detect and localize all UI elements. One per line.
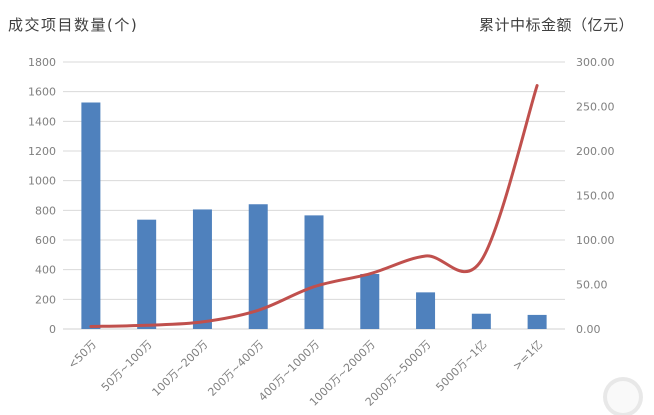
x-axis-label: >=1亿 [510, 338, 545, 373]
right-tick-label: 200.00 [576, 145, 615, 158]
left-tick-label: 0 [49, 323, 56, 336]
left-tick-label: 1800 [28, 56, 56, 69]
bar [471, 313, 491, 329]
watermark [603, 377, 643, 415]
left-tick-label: 1200 [28, 145, 56, 158]
bar [304, 215, 324, 329]
bar [527, 314, 547, 329]
bar [360, 273, 380, 329]
bar [137, 219, 157, 329]
left-tick-label: 400 [35, 264, 56, 277]
x-axis-label: 50万~100万 [99, 338, 155, 394]
left-tick-label: 1600 [28, 86, 56, 99]
left-tick-label: 1400 [28, 115, 56, 128]
left-axis-title: 成交项目数量(个) [8, 16, 139, 34]
bar [248, 204, 268, 329]
x-axis-label: 200万~400万 [205, 338, 266, 399]
right-tick-label: 100.00 [576, 234, 615, 247]
x-axis-label: <50万 [66, 338, 99, 371]
right-tick-label: 300.00 [576, 56, 615, 69]
trend-line [89, 84, 539, 329]
right-tick-label: 250.00 [576, 101, 615, 114]
bar [192, 209, 212, 329]
bar [81, 102, 101, 330]
left-tick-label: 1000 [28, 175, 56, 188]
right-tick-label: 150.00 [576, 190, 615, 203]
right-tick-label: 0.00 [576, 323, 601, 336]
right-axis-title: 累计中标金额（亿元） [478, 16, 634, 34]
left-tick-label: 200 [35, 293, 56, 306]
x-axis-label: 5000万~1亿 [433, 338, 489, 394]
right-tick-label: 50.00 [576, 279, 608, 292]
bar [416, 292, 436, 329]
left-tick-label: 800 [35, 204, 56, 217]
x-axis-label: 100万~200万 [150, 338, 211, 399]
left-tick-label: 600 [35, 234, 56, 247]
